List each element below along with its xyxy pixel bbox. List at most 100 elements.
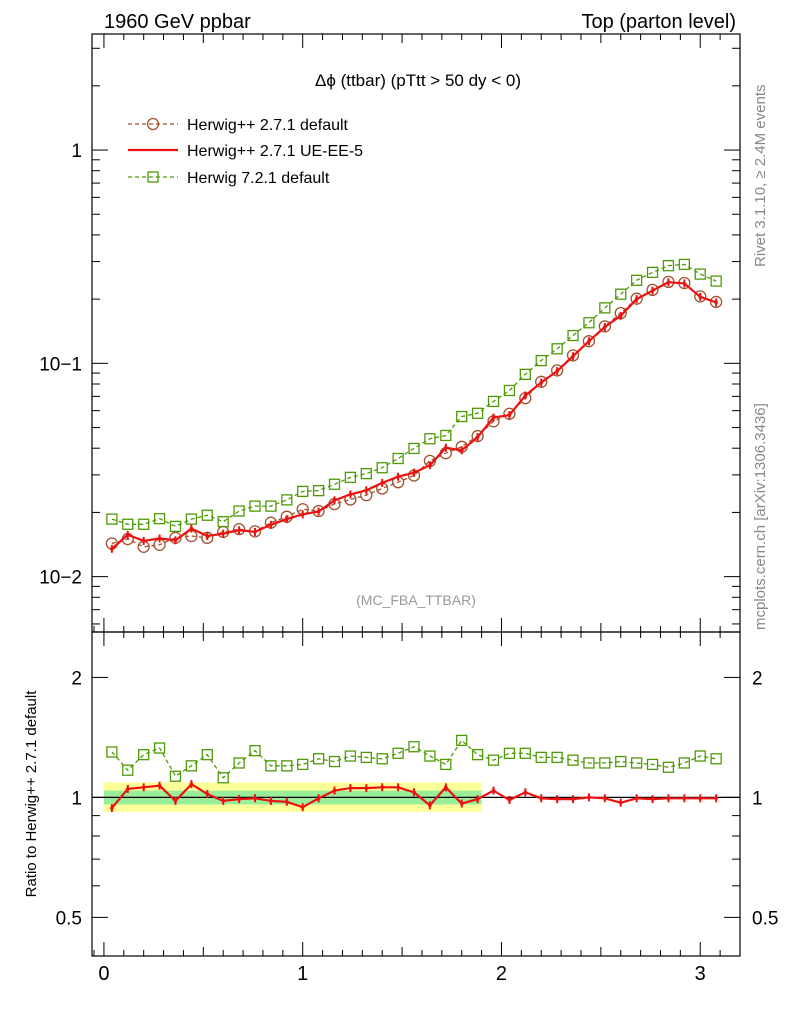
x-tick-label: 1 bbox=[297, 963, 308, 985]
data-point bbox=[249, 745, 261, 757]
x-tick-label: 0 bbox=[98, 963, 109, 985]
data-point bbox=[269, 799, 273, 803]
data-point bbox=[599, 302, 611, 314]
data-point bbox=[332, 498, 337, 503]
data-point bbox=[312, 484, 325, 497]
data-point bbox=[138, 518, 150, 530]
data-point bbox=[440, 429, 452, 442]
data-point bbox=[205, 534, 210, 538]
data-point bbox=[535, 354, 547, 367]
data-point bbox=[380, 481, 385, 485]
y-tick-label-right: 2 bbox=[752, 668, 763, 689]
legend-entry: Herwig++ 2.7.1 UE-EE-5 bbox=[128, 143, 363, 160]
data-point bbox=[615, 288, 627, 300]
data-point bbox=[666, 796, 671, 801]
data-point bbox=[615, 755, 627, 768]
data-point bbox=[698, 796, 703, 801]
data-point bbox=[599, 757, 611, 769]
data-point bbox=[189, 526, 194, 531]
data-point bbox=[551, 343, 563, 355]
y-tick-label: 10−1 bbox=[39, 354, 82, 375]
data-point bbox=[519, 747, 531, 759]
watermark: (MC_FBA_TTBAR) bbox=[356, 592, 476, 608]
ratio-frame bbox=[91, 631, 741, 957]
data-point bbox=[475, 797, 480, 801]
data-point bbox=[487, 754, 500, 766]
data-point bbox=[157, 783, 162, 788]
data-point bbox=[396, 785, 400, 790]
data-point bbox=[232, 522, 246, 536]
data-point bbox=[682, 281, 687, 286]
data-point bbox=[424, 750, 436, 762]
data-point bbox=[662, 260, 675, 272]
data-point bbox=[141, 539, 146, 543]
data-point bbox=[650, 288, 655, 293]
data-point bbox=[300, 805, 305, 809]
data-point bbox=[281, 760, 293, 772]
data-point bbox=[297, 485, 309, 498]
y-tick-label: 2 bbox=[71, 668, 82, 689]
data-point bbox=[153, 512, 166, 525]
data-point bbox=[634, 796, 639, 801]
data-point bbox=[471, 749, 484, 761]
series-line bbox=[111, 263, 717, 528]
data-point bbox=[694, 750, 706, 762]
data-point bbox=[364, 786, 369, 790]
data-point bbox=[459, 801, 464, 806]
data-point bbox=[253, 530, 257, 534]
data-point bbox=[646, 266, 659, 279]
data-point bbox=[535, 751, 547, 764]
data-point bbox=[316, 509, 321, 514]
rivet-label: Rivet 3.1.10, ≥ 2.4M events bbox=[752, 85, 769, 268]
data-point bbox=[646, 283, 659, 297]
y-tick-label: 10−2 bbox=[39, 568, 82, 589]
data-point bbox=[523, 790, 528, 795]
data-point bbox=[634, 297, 639, 301]
data-point bbox=[138, 749, 150, 761]
data-point bbox=[519, 368, 531, 380]
data-point bbox=[376, 462, 388, 474]
data-point bbox=[487, 395, 500, 408]
y-tick-label: 1 bbox=[71, 788, 82, 809]
data-point bbox=[603, 796, 607, 801]
data-point bbox=[201, 749, 213, 761]
data-point bbox=[682, 796, 687, 801]
data-point bbox=[316, 796, 321, 801]
data-point bbox=[471, 407, 484, 419]
data-point bbox=[471, 429, 484, 443]
data-point bbox=[603, 325, 607, 329]
data-point bbox=[392, 747, 404, 759]
data-point bbox=[122, 518, 134, 530]
data-point bbox=[555, 369, 559, 373]
data-point bbox=[456, 734, 468, 747]
y-tick-label-right: 0.5 bbox=[752, 908, 778, 929]
data-point bbox=[185, 760, 198, 772]
data-point bbox=[300, 512, 305, 517]
data-point bbox=[185, 513, 198, 525]
data-point bbox=[571, 797, 575, 801]
data-point bbox=[491, 415, 496, 420]
data-point bbox=[550, 364, 564, 377]
data-point bbox=[662, 761, 675, 773]
data-point bbox=[583, 757, 595, 769]
x-tick-label: 2 bbox=[496, 963, 507, 985]
series-line bbox=[111, 739, 717, 779]
data-point bbox=[618, 314, 623, 318]
data-point bbox=[583, 317, 595, 329]
data-point bbox=[281, 494, 293, 506]
data-point bbox=[297, 758, 309, 771]
legend-entry: Herwig++ 2.7.1 default bbox=[128, 117, 349, 134]
data-point bbox=[571, 354, 575, 359]
data-point bbox=[249, 500, 261, 512]
data-point bbox=[630, 274, 643, 286]
legend-label: Herwig 7.2.1 default bbox=[187, 170, 330, 187]
legend-label: Herwig++ 2.7.1 default bbox=[187, 117, 349, 134]
data-point bbox=[698, 295, 703, 299]
data-point bbox=[598, 320, 611, 333]
data-point bbox=[582, 335, 596, 348]
data-point bbox=[714, 796, 718, 801]
data-point bbox=[201, 509, 213, 521]
mcplots-label: mcplots.cern.ch [arXiv:1306.3436] bbox=[752, 403, 769, 630]
data-point bbox=[539, 796, 544, 801]
data-point bbox=[444, 445, 448, 450]
